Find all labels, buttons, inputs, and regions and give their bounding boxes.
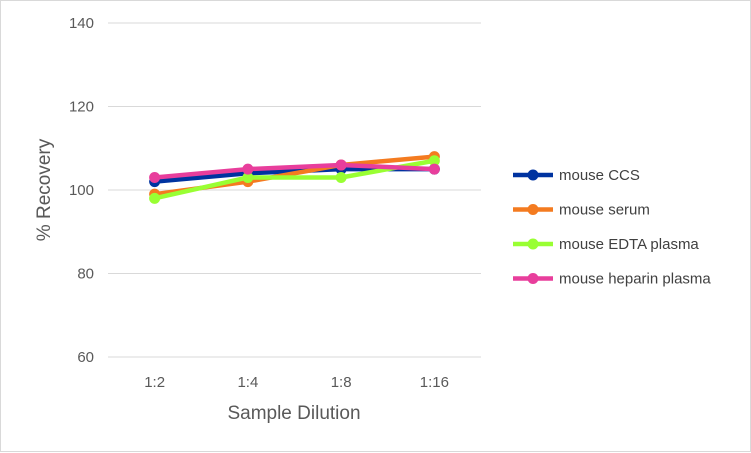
y-tick-label: 100 — [69, 182, 94, 199]
data-point — [428, 155, 440, 167]
y-tick-label: 120 — [69, 99, 94, 116]
x-axis-ticks: 1:2 1:4 1:8 1:16 — [144, 374, 449, 391]
gridlines — [108, 22, 481, 358]
y-axis-ticks: 60 80 100 120 140 — [69, 15, 94, 366]
data-point — [335, 159, 347, 171]
legend-swatch-marker — [527, 273, 539, 284]
x-tick-label: 1:16 — [420, 374, 449, 391]
legend-item: mouse heparin plasma — [513, 271, 711, 288]
x-tick-label: 1:4 — [237, 374, 258, 391]
legend-swatch-marker — [527, 238, 539, 250]
y-axis-title: % Recovery — [34, 138, 55, 241]
legend-label: mouse heparin plasma — [559, 271, 711, 288]
data-point — [335, 171, 347, 183]
x-tick-label: 1:8 — [331, 374, 352, 391]
legend-label: mouse CCS — [559, 167, 640, 184]
x-axis-title: Sample Dilution — [227, 403, 360, 424]
legend-swatch-marker — [527, 169, 539, 181]
data-point — [428, 163, 440, 175]
y-tick-label: 80 — [77, 266, 94, 283]
legend-item: mouse EDTA plasma — [513, 236, 699, 253]
legend-item: mouse CCS — [513, 167, 640, 184]
legend-label: mouse EDTA plasma — [559, 236, 699, 253]
series-lines — [149, 151, 440, 204]
data-point — [242, 171, 254, 183]
y-tick-label: 140 — [69, 15, 94, 32]
data-point — [149, 192, 161, 204]
data-point — [242, 163, 254, 175]
y-tick-label: 60 — [77, 349, 94, 366]
legend-item: mouse serum — [513, 202, 650, 219]
series-line — [152, 162, 437, 180]
x-tick-label: 1:2 — [144, 374, 165, 391]
legend-label: mouse serum — [559, 202, 650, 219]
series-mouse-heparin-plasma — [149, 159, 440, 183]
legend-swatch-marker — [527, 204, 539, 215]
legend: mouse CCS mouse serum mouse EDTA plasma mou… — [513, 167, 711, 288]
data-point — [149, 171, 161, 183]
